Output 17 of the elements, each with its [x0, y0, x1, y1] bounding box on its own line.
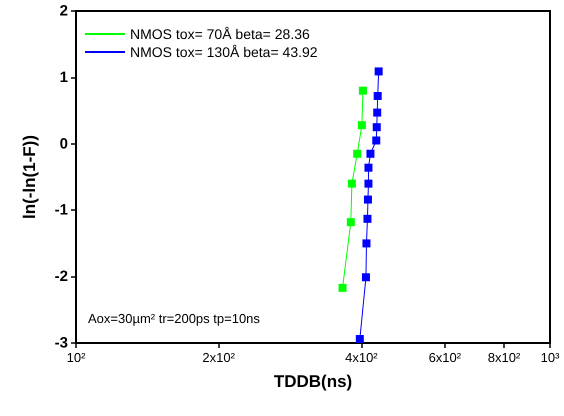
x-tick-label: 8x10² — [488, 350, 521, 365]
y-tick-label: -1 — [54, 202, 68, 219]
legend-label: NMOS tox= 130Å beta= 43.92 — [130, 44, 318, 60]
y-tick-label: 0 — [60, 135, 68, 152]
legend-label: NMOS tox= 70Å beta= 28.36 — [130, 26, 310, 42]
annotation: Aox=30µm² tr=200ps tp=10ns — [88, 311, 260, 326]
x-tick-label: 10² — [66, 350, 86, 365]
x-tick-label: 2x10² — [202, 350, 236, 365]
y-tick-label: -2 — [54, 268, 68, 286]
y-tick-label: 2 — [60, 2, 68, 20]
x-axis-title: TDDB(ns) — [274, 372, 352, 391]
x-tick-label: 4x10² — [345, 350, 378, 365]
y-tick-label: -3 — [54, 334, 68, 352]
y-tick-label: 1 — [60, 68, 68, 86]
x-tick-label: 6x10² — [428, 350, 462, 365]
x-tick-label: 10³ — [540, 350, 560, 365]
y-axis-title: ln(-ln(1-F)) — [20, 134, 39, 220]
